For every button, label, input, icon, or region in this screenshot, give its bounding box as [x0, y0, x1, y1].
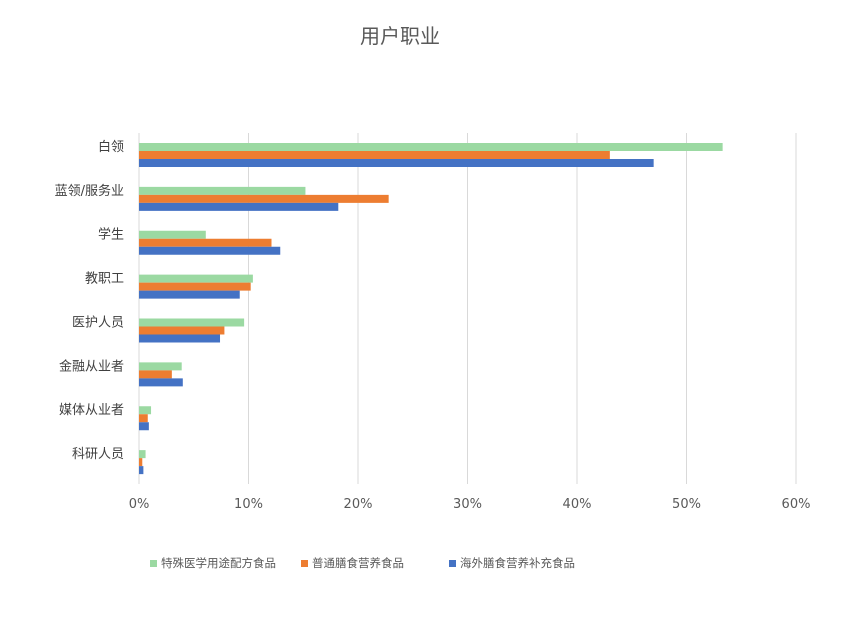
bar [139, 238, 272, 247]
bar [139, 326, 225, 335]
category-label: 学生 [98, 227, 124, 243]
bar [139, 274, 253, 283]
legend-label: 海外膳食营养补充食品 [460, 556, 575, 570]
x-tick-label: 0% [129, 497, 150, 512]
gridlines [138, 133, 797, 484]
x-tick-label: 30% [453, 497, 482, 512]
bar [139, 450, 146, 459]
category-label: 金融从业者 [59, 358, 124, 374]
bar [139, 246, 281, 255]
x-tick-label: 10% [234, 497, 263, 512]
category-label: 蓝领/服务业 [55, 183, 124, 199]
bar [139, 378, 183, 387]
bar [139, 414, 148, 423]
bar [139, 406, 152, 415]
bar [139, 202, 339, 211]
x-tick-label: 20% [344, 497, 373, 512]
legend-swatch [150, 560, 157, 567]
bar [139, 334, 221, 343]
x-tick-label: 40% [563, 497, 592, 512]
bar [139, 282, 251, 291]
x-tick-label: 60% [782, 497, 811, 512]
bar [139, 151, 610, 159]
legend-swatch [301, 560, 308, 567]
bar [139, 194, 389, 203]
bar [139, 186, 306, 195]
bars [139, 143, 723, 475]
bar [139, 422, 149, 431]
category-label: 白领 [98, 139, 124, 155]
chart-title: 用户职业 [360, 24, 440, 48]
bar [139, 362, 182, 371]
bar [139, 458, 143, 467]
bar [139, 230, 206, 239]
bar [139, 143, 723, 151]
x-tick-label: 50% [672, 497, 701, 512]
category-label: 教职工 [85, 271, 124, 287]
category-label: 医护人员 [72, 315, 124, 330]
category-label: 科研人员 [72, 447, 124, 462]
bar [139, 466, 144, 475]
legend-swatch [449, 560, 456, 567]
legend: 特殊医学用途配方食品 普通膳食营养食品 海外膳食营养补充食品 [150, 556, 575, 570]
bar [139, 318, 245, 327]
x-axis-tick-labels: 0% 10% 20% 30% 40% 50% 60% [129, 497, 811, 512]
bar [139, 290, 240, 299]
bar [139, 370, 172, 379]
legend-label: 普通膳食营养食品 [312, 556, 404, 570]
legend-label: 特殊医学用途配方食品 [161, 556, 276, 570]
category-label: 媒体从业者 [59, 403, 124, 418]
bar [139, 159, 654, 167]
